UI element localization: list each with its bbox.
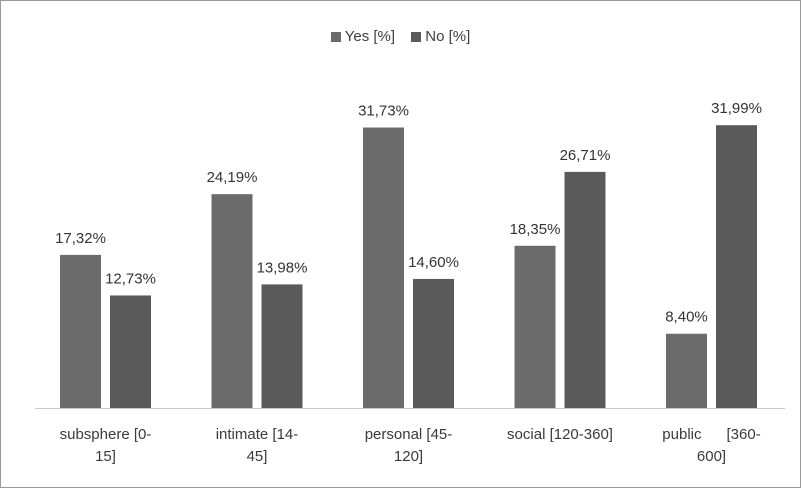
data-label-yes-0: 17,32%	[55, 230, 106, 247]
bar-yes-1	[211, 194, 253, 408]
legend-item-no: No [%]	[411, 28, 470, 45]
legend-item-yes: Yes [%]	[330, 28, 396, 45]
data-label-no-4: 31,99%	[711, 100, 762, 117]
data-label-yes-2: 31,73%	[358, 103, 409, 120]
bar-yes-4	[666, 333, 707, 408]
legend-swatch-yes	[330, 31, 341, 42]
bar-no-1	[261, 284, 303, 408]
data-label-no-3: 26,71%	[560, 147, 611, 164]
legend-label-yes: Yes [%]	[344, 28, 396, 45]
data-label-yes-3: 18,35%	[510, 221, 561, 238]
data-label-no-2: 14,60%	[408, 254, 459, 271]
x-tick-label-1: intimate [14- 45]	[215, 426, 299, 465]
x-tick-label-4: public [360- 600]	[662, 426, 761, 465]
bar-no-2	[413, 278, 454, 408]
bar-no-3	[564, 171, 606, 408]
x-tick-label-3: social [120-360]	[507, 426, 613, 443]
bar-yes-3	[514, 245, 556, 408]
bar-yes-2	[363, 127, 404, 408]
legend: Yes [%] No [%]	[0, 28, 801, 46]
bar-yes-0	[60, 254, 101, 408]
legend-swatch-no	[411, 31, 422, 42]
bar-no-0	[110, 295, 151, 408]
legend-label-no: No [%]	[425, 28, 471, 45]
data-label-no-0: 12,73%	[105, 270, 156, 287]
data-label-yes-4: 8,40%	[665, 309, 708, 326]
data-label-no-1: 13,98%	[257, 259, 308, 276]
x-tick-label-2: personal [45- 120]	[364, 426, 453, 465]
x-tick-label-0: subsphere [0- 15]	[59, 426, 152, 465]
bar-no-4	[716, 125, 757, 408]
data-label-yes-1: 24,19%	[207, 169, 258, 186]
